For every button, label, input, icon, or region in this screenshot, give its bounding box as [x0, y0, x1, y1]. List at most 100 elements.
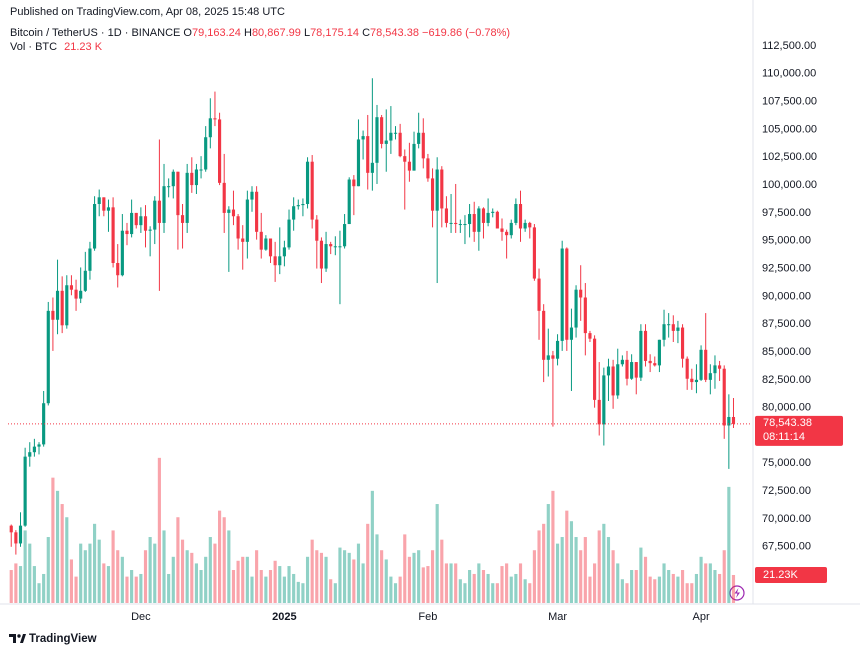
candle-body	[250, 191, 254, 200]
candle-body	[472, 214, 476, 232]
candle-body	[167, 186, 171, 188]
y-tick-label: 90,000.00	[762, 290, 811, 302]
volume-bar	[731, 574, 736, 603]
volume-bar	[287, 566, 291, 603]
high-value: 80,867.99	[251, 27, 301, 39]
volume-bar	[296, 581, 300, 603]
volume-bar	[662, 563, 666, 603]
y-tick-label: 87,500.00	[762, 318, 811, 330]
volume-bar	[208, 537, 212, 603]
x-tick-label: Dec	[131, 611, 151, 623]
candle-body	[361, 136, 365, 140]
volume-bar	[227, 530, 231, 603]
volume-bar	[28, 543, 32, 603]
candle-body	[620, 359, 624, 365]
volume-bar	[593, 563, 597, 603]
replay-icon[interactable]	[729, 585, 745, 601]
candle-body	[588, 333, 592, 339]
volume-bar	[282, 576, 286, 603]
volume-bar	[37, 583, 41, 603]
countdown-label: 08:11:14	[763, 431, 805, 443]
volume-bar	[180, 539, 185, 603]
candle-body	[426, 158, 430, 179]
candle-body	[630, 362, 634, 379]
candle-body	[555, 340, 560, 359]
candle-body	[583, 297, 587, 334]
candle-body	[194, 169, 199, 186]
volume-bar	[352, 559, 356, 603]
volume-bar	[315, 550, 319, 603]
volume-bar	[310, 539, 314, 603]
volume-bar	[690, 583, 694, 603]
volume-bar	[130, 570, 134, 603]
volume-bar	[79, 543, 83, 603]
candle-body	[500, 228, 504, 232]
volume-bar	[218, 510, 222, 603]
candle-body	[625, 359, 629, 379]
candle-body	[296, 205, 300, 207]
candle-body	[731, 416, 736, 424]
candle-body	[380, 117, 384, 144]
candle-body	[343, 224, 347, 247]
change-value: −619.86 (−0.78%)	[422, 27, 511, 39]
volume-bar	[421, 567, 425, 603]
candle-body	[333, 246, 337, 248]
candle-body	[79, 290, 83, 299]
volume-bar	[333, 583, 337, 603]
volume-bar	[657, 576, 661, 603]
y-tick-label: 75,000.00	[762, 457, 811, 469]
close-label: C	[362, 27, 371, 39]
candle-body	[213, 118, 217, 120]
candle-body	[468, 214, 472, 225]
volume-bar	[616, 563, 620, 603]
volume-bar	[255, 550, 259, 603]
candle-body	[287, 219, 291, 248]
volume-bar	[486, 573, 490, 603]
volume-bar	[153, 543, 157, 603]
candle-body	[310, 161, 314, 220]
candle-body	[574, 289, 578, 328]
candle-body	[384, 140, 388, 144]
volume-bar	[194, 563, 199, 603]
candle-body	[542, 310, 546, 360]
candle-body	[264, 238, 268, 250]
y-tick-label: 100,000.00	[762, 179, 817, 191]
candle-body	[69, 285, 74, 290]
candle-body	[694, 379, 699, 383]
volume-bar	[555, 543, 560, 603]
y-tick-label: 70,000.00	[762, 513, 811, 525]
candle-body	[60, 290, 64, 326]
candle-body	[407, 161, 411, 171]
candle-body	[662, 324, 666, 340]
published-line: Published on TradingView.com, Apr 08, 20…	[10, 6, 285, 18]
candle-body	[713, 365, 717, 374]
volume-bar	[472, 573, 476, 603]
candle-body	[389, 132, 393, 141]
candle-body	[46, 310, 50, 404]
volume-bar	[102, 563, 106, 603]
candle-body	[190, 172, 194, 186]
volume-bar	[93, 523, 97, 603]
volume-bar	[403, 534, 407, 603]
volume-bar	[477, 563, 481, 603]
candle-body	[569, 327, 574, 340]
candle-body	[143, 216, 148, 231]
candle-body	[65, 285, 69, 326]
y-tick-label: 95,000.00	[762, 235, 811, 247]
volume-bar	[699, 556, 703, 603]
volume-bar	[301, 583, 305, 603]
candle-body	[454, 222, 458, 225]
candle-body	[55, 290, 60, 320]
candle-body	[324, 244, 328, 269]
volume-bar	[606, 537, 611, 603]
volume-bar	[264, 576, 268, 603]
candle-body	[505, 231, 509, 236]
candle-body	[699, 349, 703, 380]
volume-bar	[83, 550, 87, 603]
last-volume-label: 21.23K	[763, 569, 799, 581]
candle-body	[718, 365, 722, 369]
volume-bar	[97, 539, 101, 603]
candle-body	[120, 230, 124, 276]
candle-body	[593, 338, 597, 400]
candle-body	[444, 208, 449, 223]
